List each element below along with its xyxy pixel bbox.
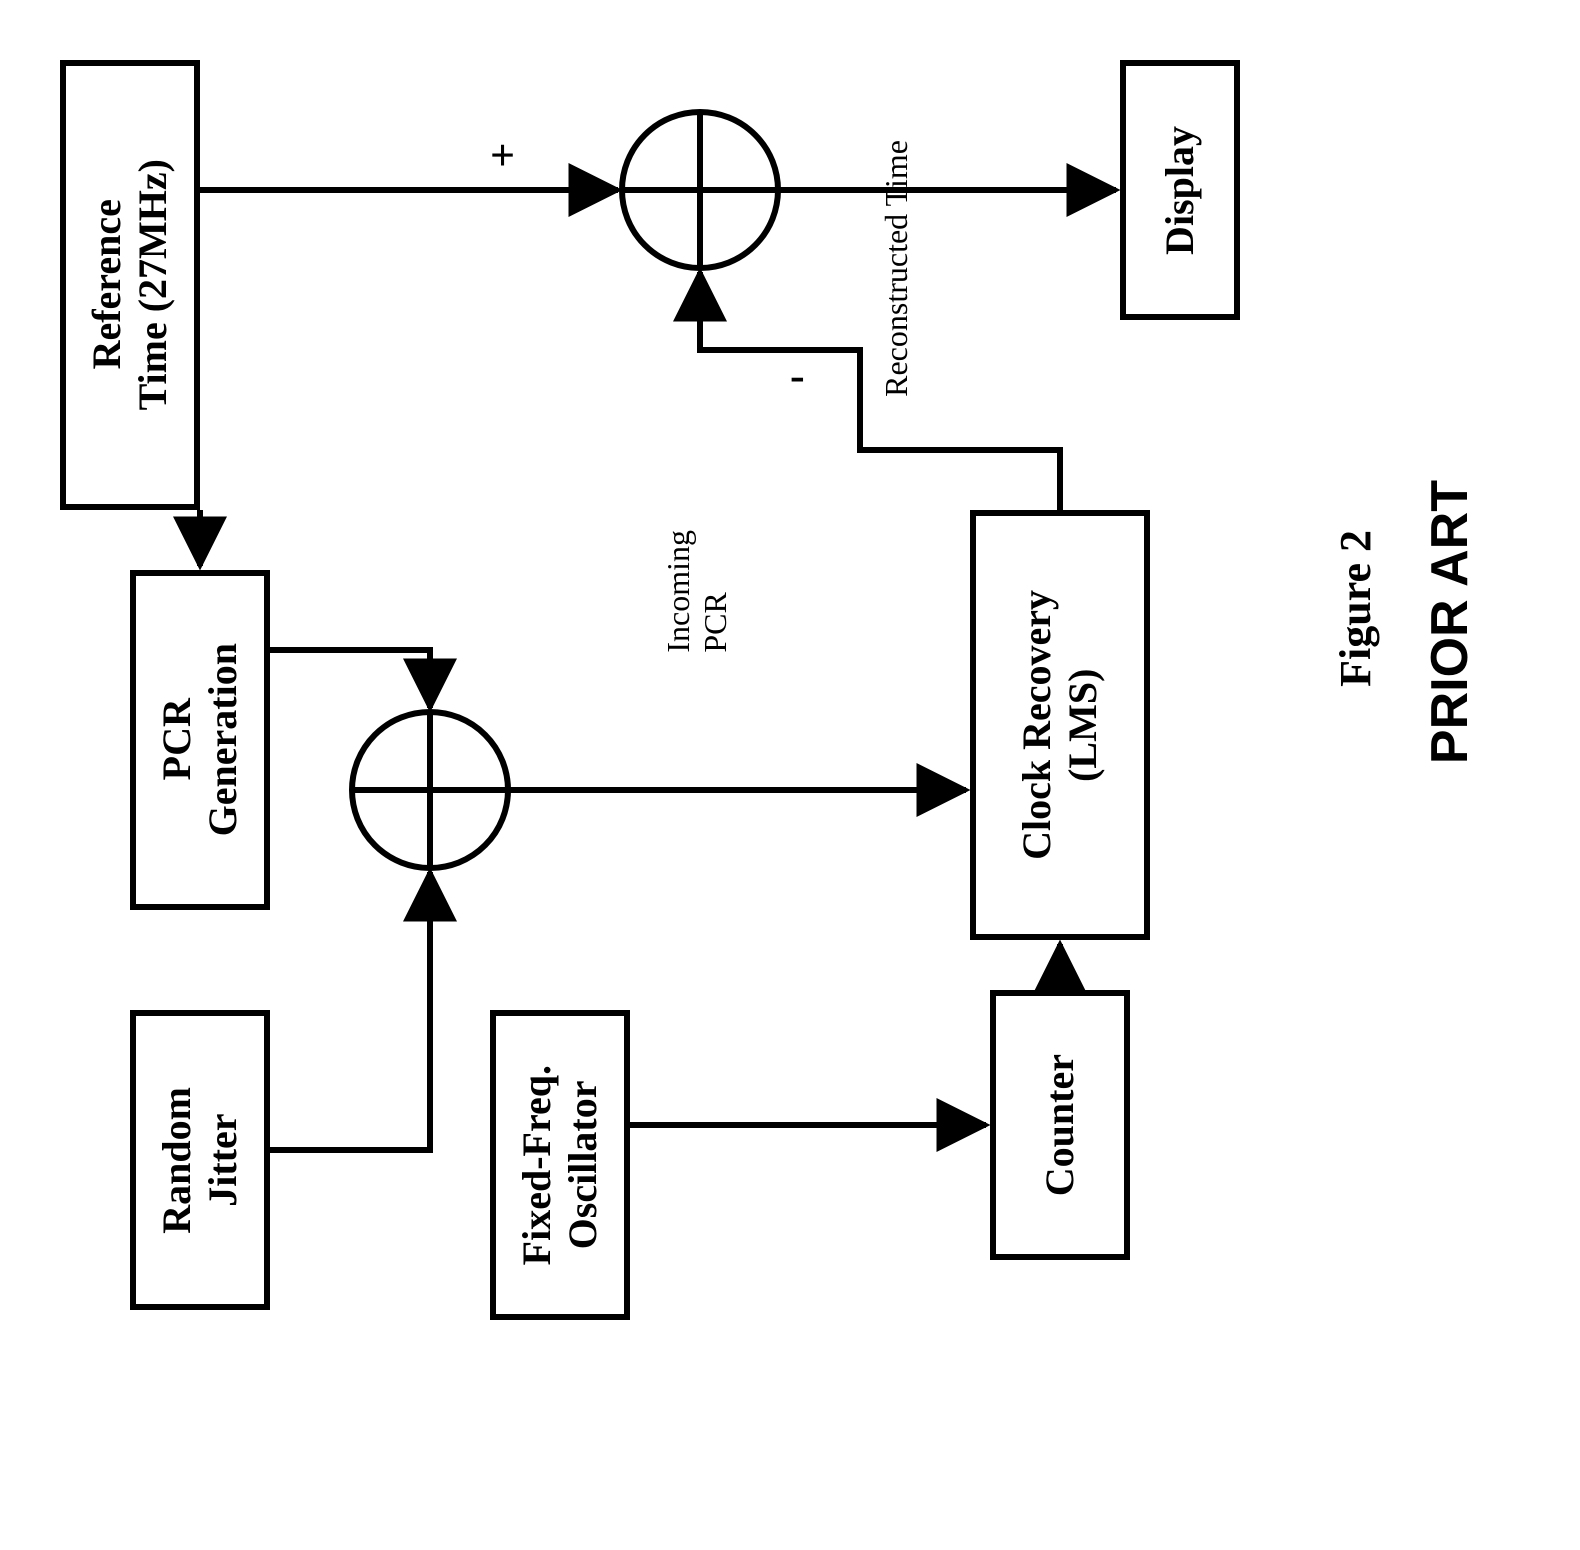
node-reference-time: Reference Time (27MHz) [60, 60, 200, 510]
node-display: Display [1120, 60, 1240, 320]
node-random-jitter-label: Random Jitter [154, 1087, 246, 1234]
node-counter: Counter [990, 990, 1130, 1260]
edge-jitter-to-sum2 [270, 872, 430, 1150]
node-reference-time-label: Reference Time (27MHz) [84, 159, 176, 410]
node-pcr-generation-label: PCR Generation [154, 643, 246, 836]
edge-label-incoming-pcr: Incoming PCR [660, 530, 734, 653]
node-fixed-freq-osc: Fixed-Freq. Oscillator [490, 1010, 630, 1320]
summer-top [622, 112, 778, 268]
node-random-jitter: Random Jitter [130, 1010, 270, 1310]
minus-sign: - [790, 350, 805, 401]
node-fixed-freq-osc-label: Fixed-Freq. Oscillator [514, 1065, 606, 1265]
caption-line1: Figure 2 [1330, 530, 1381, 687]
caption-line2: PRIOR ART [1420, 480, 1480, 764]
edge-pcr-to-sum2 [270, 650, 430, 708]
edge-label-reconstructed-time: Reconstructed Time [878, 140, 915, 397]
node-pcr-generation: PCR Generation [130, 570, 270, 910]
summer-middle [352, 712, 508, 868]
diagram-stage: Reference Time (27MHz) PCR Generation Ra… [0, 0, 1580, 1550]
figure-caption-2: PRIOR ART [1420, 480, 1540, 960]
node-display-label: Display [1157, 126, 1203, 255]
node-counter-label: Counter [1037, 1054, 1083, 1196]
plus-sign: + [490, 130, 515, 181]
node-clock-recovery: Clock Recovery (LMS) [970, 510, 1150, 940]
node-clock-recovery-label: Clock Recovery (LMS) [1014, 590, 1106, 860]
